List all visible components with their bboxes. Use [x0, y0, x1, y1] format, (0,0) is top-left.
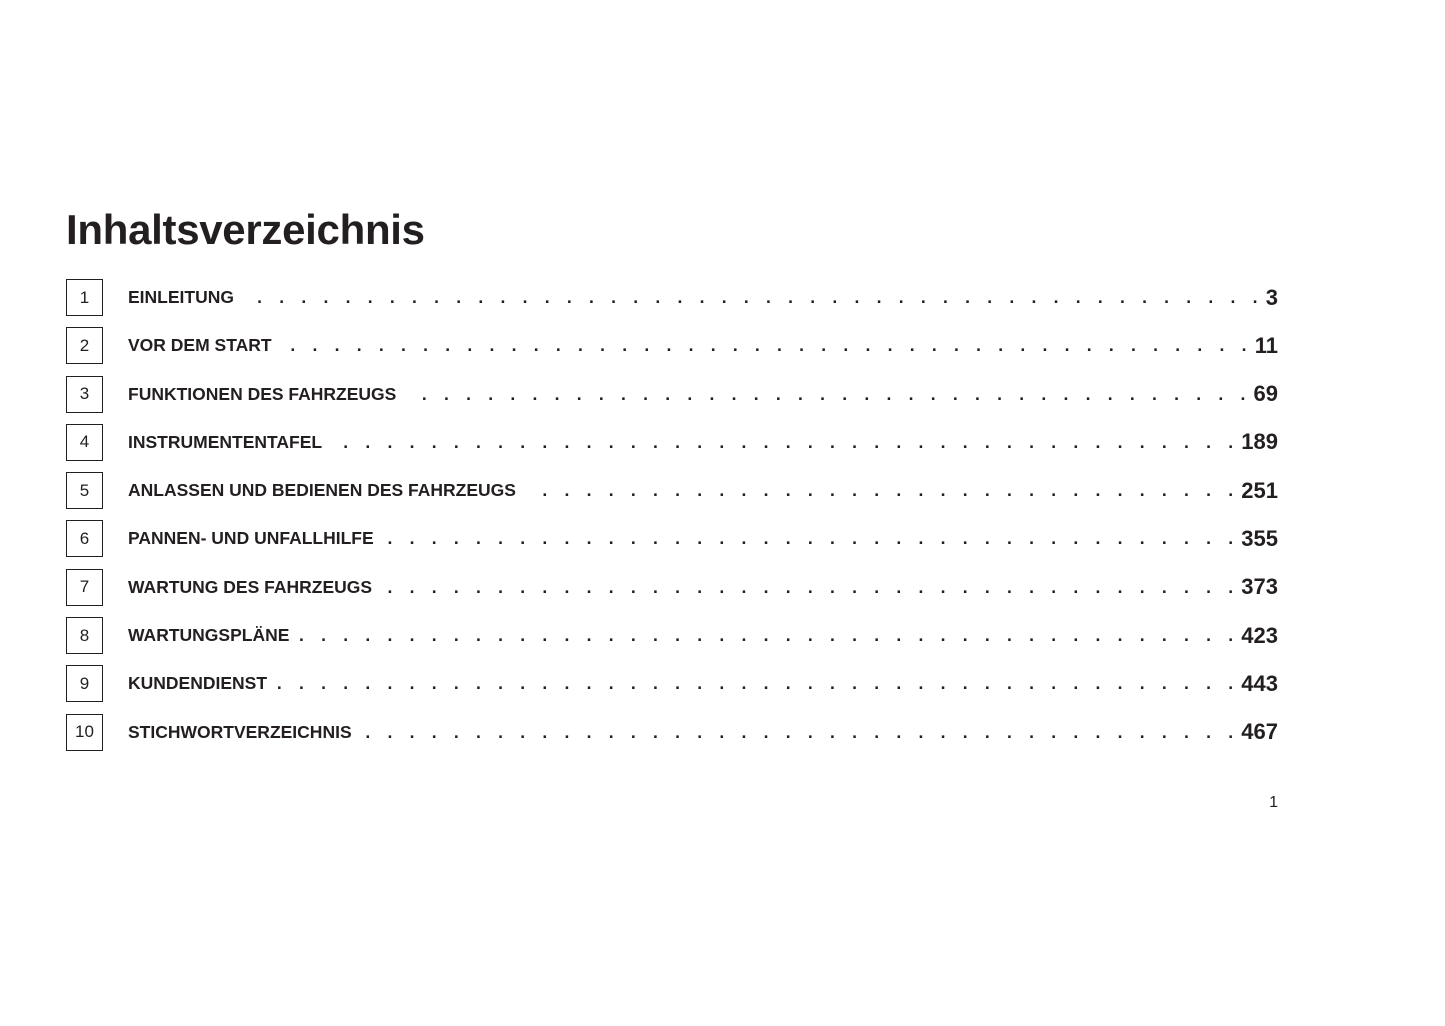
toc-entry[interactable]: 3 FUNKTIONEN DES FAHRZEUGS . . . . . . . … — [66, 375, 1278, 413]
chapter-page: 11 — [1254, 332, 1278, 358]
chapter-number-box: 3 — [66, 375, 103, 413]
dot-leader: . . . . . . . . . . . . . . . . . . . . … — [242, 287, 1264, 307]
chapter-page: 3 — [1265, 284, 1278, 310]
toc-entry[interactable]: 5 ANLASSEN UND BEDIENEN DES FAHRZEUGS . .… — [66, 472, 1278, 510]
chapter-title: WARTUNG DES FAHRZEUGS — [128, 576, 373, 597]
dot-leader: . . . . . . . . . . . . . . . . . . . . … — [524, 480, 1240, 501]
dot-leader: . . . . . . . . . . . . . . . . . . . . … — [382, 528, 1240, 549]
chapter-title: EINLEITUNG — [128, 287, 234, 307]
chapter-page: 69 — [1253, 381, 1278, 407]
dot-leader: . . . . . . . . . . . . . . . . . . . . … — [297, 625, 1240, 646]
toc-entry[interactable]: 8 WARTUNGSPLÄNE . . . . . . . . . . . . .… — [66, 617, 1278, 655]
chapter-number-box: 10 — [66, 713, 103, 751]
chapter-title: ANLASSEN UND BEDIENEN DES FAHRZEUGS — [128, 480, 516, 501]
chapter-title: VOR DEM START — [128, 335, 272, 356]
chapter-title: FUNKTIONEN DES FAHRZEUGS — [128, 383, 397, 404]
table-of-contents: 1 EINLEITUNG . . . . . . . . . . . . . . … — [66, 279, 1278, 762]
dot-leader: . . . . . . . . . . . . . . . . . . . . … — [360, 721, 1240, 742]
chapter-page: 251 — [1241, 477, 1278, 503]
dot-leader: . . . . . . . . . . . . . . . . . . . . … — [280, 335, 1253, 356]
chapter-number-box: 4 — [66, 423, 103, 461]
toc-entry[interactable]: 7 WARTUNG DES FAHRZEUGS . . . . . . . . .… — [66, 568, 1278, 606]
chapter-number-box: 8 — [66, 617, 103, 655]
chapter-page: 443 — [1241, 670, 1278, 696]
toc-entry[interactable]: 10 STICHWORTVERZEICHNIS . . . . . . . . .… — [66, 713, 1278, 751]
chapter-number-box: 7 — [66, 568, 103, 606]
toc-entry[interactable]: 1 EINLEITUNG . . . . . . . . . . . . . . … — [66, 279, 1278, 316]
toc-entry[interactable]: 9 KUNDENDIENST . . . . . . . . . . . . . … — [66, 665, 1278, 703]
page-title: Inhaltsverzeichnis — [66, 206, 425, 253]
dot-leader: . . . . . . . . . . . . . . . . . . . . … — [404, 383, 1252, 404]
chapter-title: STICHWORTVERZEICHNIS — [128, 721, 352, 742]
dot-leader: . . . . . . . . . . . . . . . . . . . . … — [275, 673, 1240, 694]
chapter-number-box: 1 — [66, 279, 103, 316]
chapter-number-box: 9 — [66, 665, 103, 703]
toc-entry[interactable]: 2 VOR DEM START . . . . . . . . . . . . .… — [66, 327, 1278, 365]
toc-entry[interactable]: 6 PANNEN- UND UNFALLHILFE . . . . . . . .… — [66, 520, 1278, 558]
chapter-number-box: 5 — [66, 472, 103, 510]
chapter-page: 467 — [1241, 719, 1278, 745]
toc-entry[interactable]: 4 INSTRUMENTENTAFEL . . . . . . . . . . .… — [66, 423, 1278, 461]
chapter-page: 355 — [1241, 525, 1278, 551]
dot-leader: . . . . . . . . . . . . . . . . . . . . … — [380, 576, 1240, 597]
chapter-title: WARTUNGSPLÄNE — [128, 625, 290, 646]
dot-leader: . . . . . . . . . . . . . . . . . . . . … — [330, 431, 1240, 452]
chapter-number-box: 6 — [66, 520, 103, 558]
chapter-title: INSTRUMENTENTAFEL — [128, 431, 323, 452]
chapter-page: 373 — [1241, 574, 1278, 600]
page-number: 1 — [1269, 794, 1278, 811]
chapter-page: 189 — [1241, 429, 1278, 455]
chapter-title: PANNEN- UND UNFALLHILFE — [128, 528, 374, 549]
chapter-number-box: 2 — [66, 327, 103, 365]
chapter-page: 423 — [1241, 622, 1278, 648]
chapter-title: KUNDENDIENST — [128, 673, 268, 694]
